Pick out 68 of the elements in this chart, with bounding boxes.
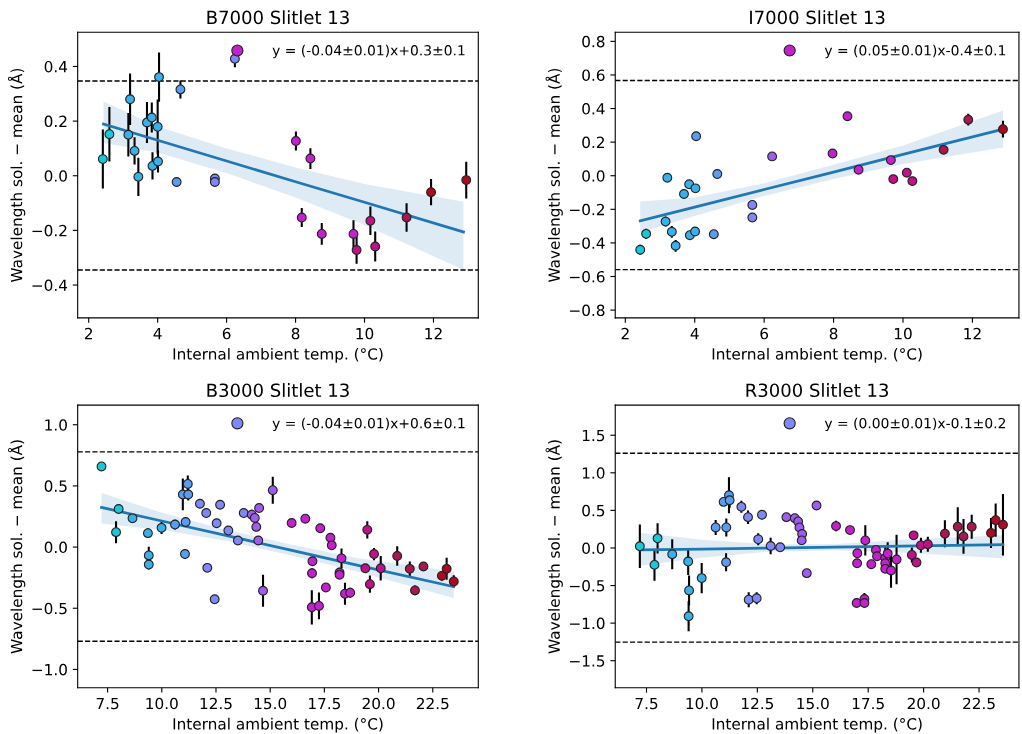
x-axis-title: Internal ambient temp. (°C) (712, 347, 922, 363)
y-tick-label: −0.2 (32, 224, 67, 237)
x-tick-label: 15.0 (797, 697, 829, 710)
x-tick-label: 2 (84, 327, 93, 340)
x-tick-label: 12 (425, 327, 442, 340)
y-tick-label: 0.0 (44, 541, 67, 554)
x-tick-label: 22.5 (416, 697, 449, 710)
y-axis-title: Wavelength sol. − mean (Å) (545, 440, 563, 654)
y-tick-label: −1.0 (570, 617, 605, 630)
chart-title: B7000 Slitlet 13 (207, 10, 349, 25)
y-tick-label: 0.2 (582, 136, 604, 149)
y-tick-label: 0.8 (582, 35, 605, 48)
y-tick-label: 1.0 (45, 419, 67, 431)
y-tick-label: 1.5 (582, 429, 605, 442)
x-tick-label: 20.0 (362, 697, 395, 710)
y-tick-label: 0.5 (582, 504, 605, 517)
x-tick-label: 4 (690, 328, 699, 340)
legend-label: y = (-0.04±0.01)x+0.3±0.1 (272, 44, 465, 59)
y-tick-label: −0.5 (570, 580, 605, 592)
x-tick-label: 10.0 (686, 697, 718, 710)
x-tick-label: 12 (964, 327, 981, 340)
x-tick-label: 22.5 (963, 697, 995, 710)
chart-title: B3000 Slitlet 13 (207, 383, 349, 398)
y-tick-label: −0.4 (570, 237, 605, 249)
legend-label: y = (0.05±0.01)x-0.4±0.1 (824, 44, 1006, 59)
legend-label: y = (-0.04±0.01)x+0.6±0.1 (272, 417, 465, 432)
x-tick-label: 12.5 (742, 697, 774, 710)
x-tick-label: 2 (621, 327, 629, 340)
x-tick-label: 17.5 (309, 697, 341, 710)
x-tick-label: 8 (291, 327, 300, 340)
x-tick-label: 20.0 (907, 697, 940, 710)
y-tick-label: −0.5 (32, 602, 67, 615)
x-tick-label: 7.5 (96, 697, 119, 710)
y-tick-label: 0.5 (44, 480, 67, 492)
y-tick-label: −1.0 (32, 663, 67, 676)
y-axis-title: Wavelength sol. − mean (Å) (7, 68, 26, 283)
x-tick-label: 6 (222, 327, 231, 340)
x-axis-title: Internal ambient temp. (°C) (712, 717, 922, 733)
y-tick-label: 0.0 (44, 170, 67, 182)
y-tick-label: 0.0 (582, 542, 605, 554)
y-tick-label: −0.2 (570, 203, 604, 216)
x-tick-label: 8 (829, 327, 838, 340)
y-tick-label: 0.2 (44, 115, 67, 128)
y-tick-label: −0.8 (570, 304, 605, 317)
y-tick-label: 0.6 (582, 69, 605, 81)
x-tick-label: 17.5 (852, 697, 884, 710)
y-axis-title: Wavelength sol. − mean (Å) (7, 440, 26, 654)
y-axis-title: Wavelength sol. − mean (Å) (545, 68, 563, 283)
x-tick-label: 10 (356, 327, 374, 340)
y-tick-label: 1.0 (582, 467, 605, 479)
x-tick-label: 4 (153, 328, 162, 340)
chart-title: R3000 Slitlet 13 (746, 383, 889, 398)
legend-label: y = (0.00±0.01)x-0.1±0.2 (824, 417, 1006, 432)
y-tick-label: 0.0 (582, 170, 605, 182)
x-tick-label: 10.0 (146, 697, 178, 710)
y-tick-label: 0.4 (44, 60, 68, 73)
x-axis-title: Internal ambient temp. (°C) (173, 717, 383, 733)
x-tick-label: 10 (894, 327, 912, 340)
y-tick-label: −0.4 (32, 279, 68, 292)
y-tick-label: −0.6 (570, 270, 605, 283)
y-tick-label: −1.5 (570, 655, 605, 667)
x-axis-title: Internal ambient temp. (°C) (173, 347, 383, 363)
x-tick-label: 15.0 (254, 697, 287, 710)
y-tick-label: 0.4 (582, 103, 605, 115)
chart-title: I7000 Slitlet 13 (750, 10, 885, 25)
x-tick-label: 7.5 (635, 697, 658, 710)
x-tick-label: 12.5 (200, 697, 232, 710)
x-tick-label: 6 (760, 327, 769, 340)
